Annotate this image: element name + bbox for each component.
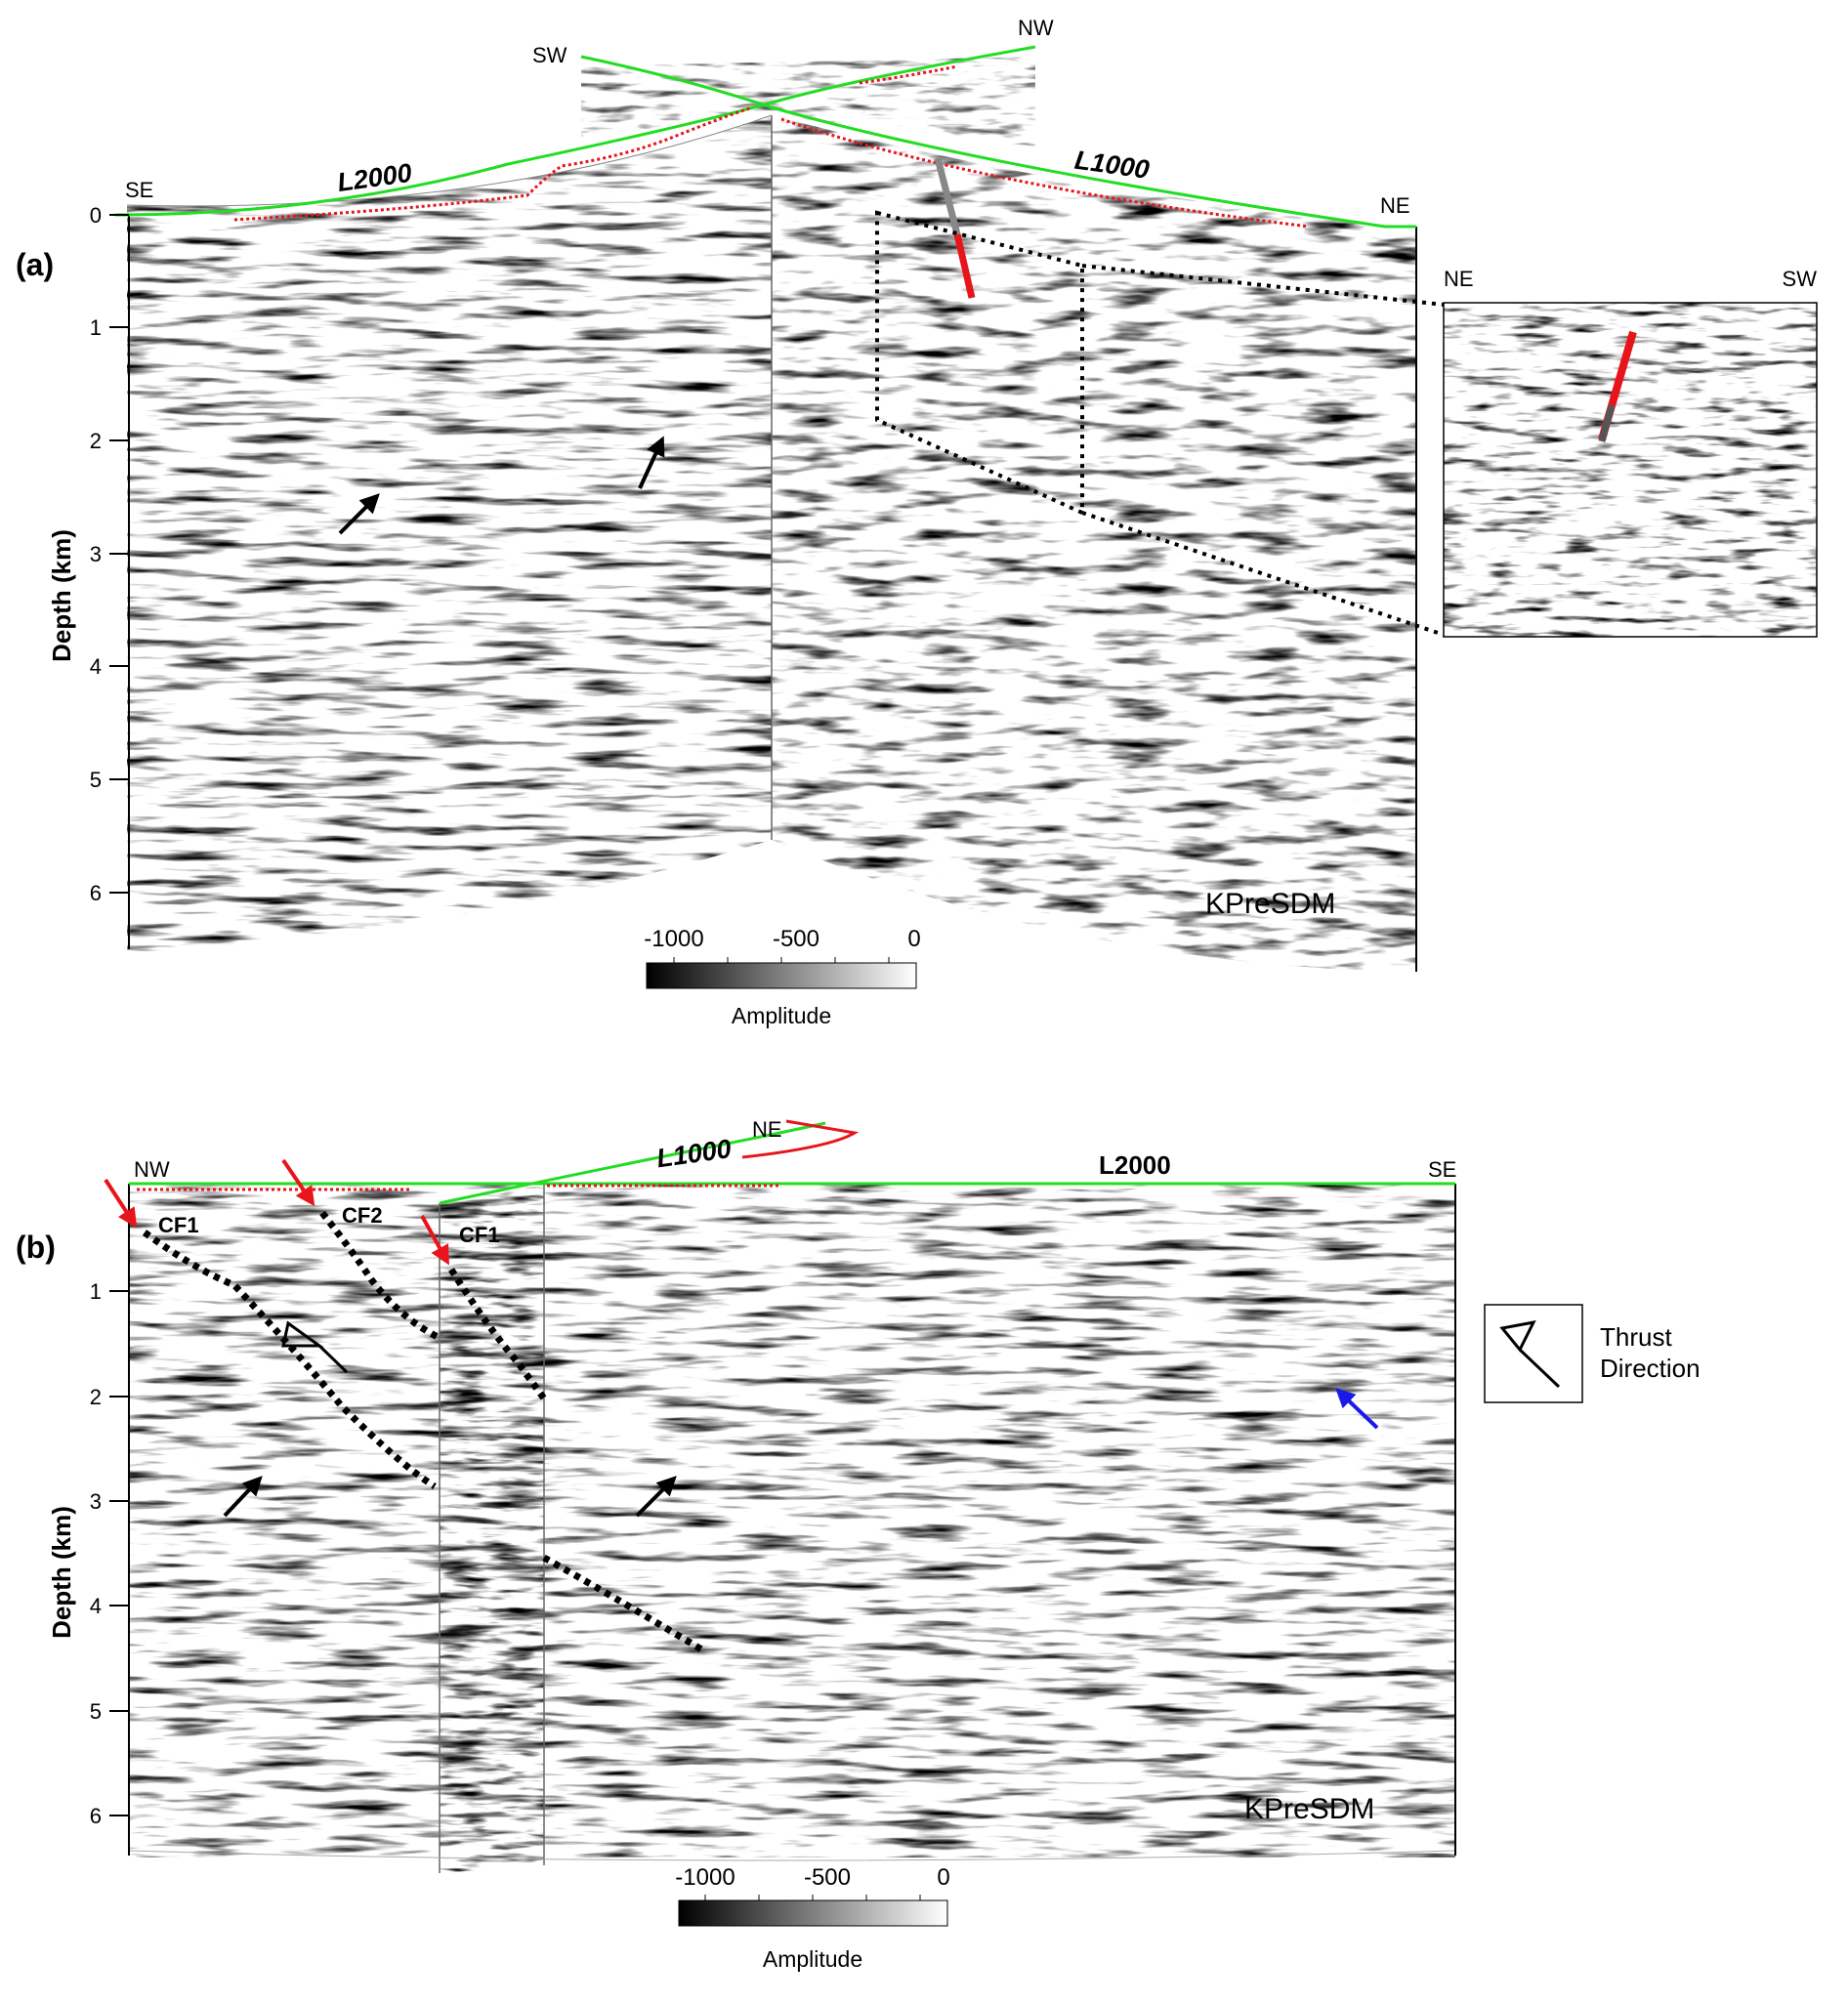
- y-axis-label-a: Depth (km): [47, 529, 76, 662]
- direction-nw-b: NW: [134, 1157, 170, 1182]
- thrust-symbol: [281, 1320, 349, 1374]
- direction-sw-a: SW: [532, 43, 567, 67]
- panel-tag-a: (a): [16, 247, 54, 282]
- colorbar-tick-b-0: -1000: [675, 1864, 735, 1891]
- panel-tag-b: (b): [16, 1230, 56, 1265]
- y-axis-a: 0 1 2 3 4 5 6 Depth (km): [47, 203, 129, 905]
- y-tick-b-4: 4: [90, 1594, 102, 1618]
- y-tick-b-2: 2: [90, 1385, 102, 1409]
- colorbar-b: -1000 -500 0 Amplitude: [675, 1864, 949, 1972]
- y-tick-b-5: 5: [90, 1699, 102, 1724]
- y-axis-label-b: Depth (km): [47, 1506, 76, 1639]
- fault-label-cf2: CF2: [342, 1203, 383, 1228]
- colorbar-a: -1000 -500 0 Amplitude: [644, 926, 920, 1028]
- colorbar-label-b: Amplitude: [763, 1946, 862, 1972]
- receiver-line-a: [233, 105, 753, 222]
- panel-b: 1 2 3 4 5 6 Depth (km) (b) L1000 L2000 N…: [16, 1117, 1701, 1972]
- fault-arrow-cf1-left: [104, 1178, 138, 1229]
- reflector-arrow-b2: [635, 1476, 677, 1518]
- inset-direction-sw: SW: [1783, 267, 1818, 291]
- reflector-arrow-b1: [223, 1476, 263, 1518]
- zoom-box: [875, 210, 1084, 517]
- fault-arrow-cf1-mid: [420, 1215, 449, 1266]
- y-tick-a-1: 1: [90, 315, 102, 340]
- thrust-legend: Thrust Direction: [1484, 1304, 1701, 1403]
- line-label-l1000-b: L1000: [654, 1134, 733, 1173]
- y-tick-a-5: 5: [90, 768, 102, 792]
- reflector-arrow-1: [338, 493, 380, 535]
- direction-se-a: SE: [125, 178, 153, 202]
- y-tick-b-6: 6: [90, 1804, 102, 1828]
- inset-panel: [1443, 302, 1818, 638]
- y-tick-a-0: 0: [90, 203, 102, 228]
- section-l1000-a: [772, 115, 1416, 972]
- fault-label-cf1-mid: CF1: [459, 1223, 500, 1247]
- y-axis-b: 1 2 3 4 5 6 Depth (km): [47, 1279, 129, 1828]
- colorbar-tick-a-0: -1000: [644, 926, 703, 952]
- method-label-b: KPreSDM: [1244, 1793, 1374, 1825]
- direction-nw-a: NW: [1018, 16, 1054, 40]
- section-l2000-b: [129, 1184, 1455, 1857]
- colorbar-tick-b-1: -500: [804, 1864, 851, 1891]
- fault-arrow-cf2: [281, 1158, 315, 1207]
- direction-se-b: SE: [1428, 1157, 1456, 1182]
- well-marker-a: [934, 157, 976, 299]
- y-tick-a-4: 4: [90, 654, 102, 679]
- reflector-arrow-blue: [1335, 1388, 1379, 1430]
- fault-cf1-deep: [542, 1554, 705, 1654]
- colorbar-tick-b-2: 0: [937, 1864, 949, 1891]
- surface-line-l2000: [114, 45, 1036, 217]
- surface-line-l1000-b: [439, 1121, 826, 1205]
- section-l1000-b: [440, 1184, 544, 1873]
- line-label-l2000-b: L2000: [1099, 1150, 1171, 1180]
- direction-ne-a: NE: [1380, 193, 1410, 218]
- y-tick-a-6: 6: [90, 881, 102, 905]
- y-tick-a-3: 3: [90, 542, 102, 566]
- direction-ne-b: NE: [752, 1117, 782, 1142]
- y-tick-a-2: 2: [90, 429, 102, 453]
- thrust-direction-icon: [1499, 1319, 1561, 1389]
- y-tick-b-3: 3: [90, 1489, 102, 1514]
- surface-line-l1000: [580, 55, 1416, 229]
- section-l2000-a: [127, 115, 772, 952]
- fault-label-cf1-left: CF1: [158, 1213, 199, 1237]
- fault-cf2: [319, 1210, 441, 1342]
- section-back-a: [581, 57, 1035, 146]
- fault-cf1-left: [142, 1230, 437, 1489]
- legend-line2: Direction: [1600, 1354, 1701, 1383]
- colorbar-tick-a-1: -500: [773, 926, 819, 952]
- legend-line1: Thrust: [1600, 1322, 1672, 1352]
- colorbar-tick-a-2: 0: [907, 926, 920, 952]
- y-tick-b-1: 1: [90, 1279, 102, 1304]
- reflector-arrow-2: [638, 436, 665, 489]
- method-label-a: KPreSDM: [1205, 888, 1335, 920]
- panel-a: 0 1 2 3 4 5 6 Depth (km) (a) L2000 L1000…: [16, 16, 1818, 1028]
- inset-direction-ne: NE: [1444, 267, 1474, 291]
- fault-cf1-mid: [448, 1268, 547, 1401]
- colorbar-label-a: Amplitude: [732, 1003, 831, 1028]
- line-label-l2000-a: L2000: [335, 158, 413, 197]
